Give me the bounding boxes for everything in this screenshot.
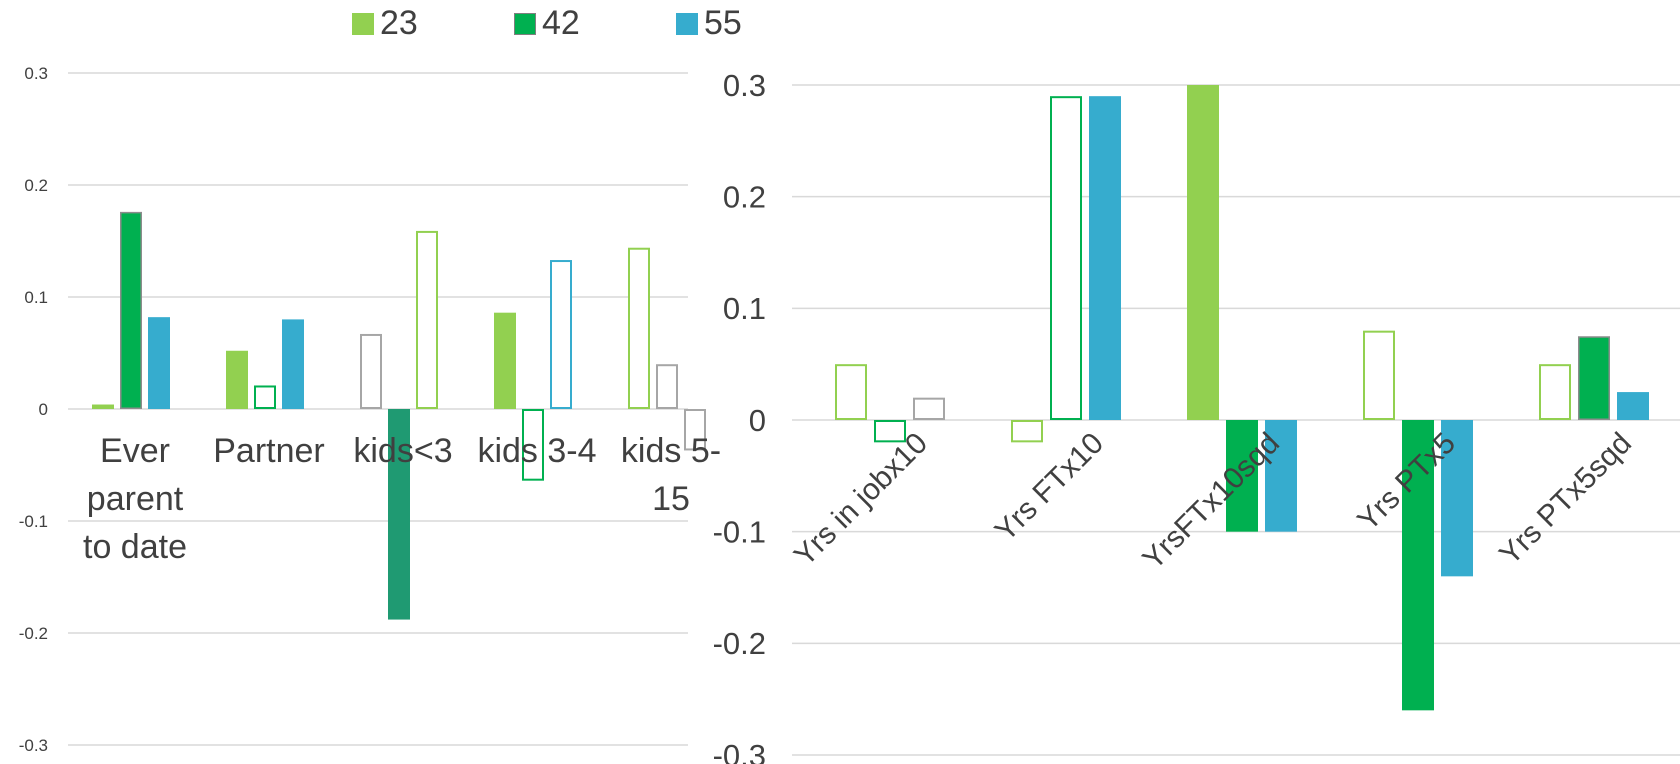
bar-42-4: [522, 409, 544, 481]
bar-55-1: [913, 397, 945, 420]
bar-55-3: [416, 230, 438, 409]
bar-23-5: [1539, 364, 1571, 420]
bar-42-1: [120, 211, 142, 409]
x-tick-label: Yrs FTx10: [989, 427, 1110, 548]
x-tick-label: to date: [83, 528, 187, 566]
bar-42-4: [1402, 420, 1434, 711]
legend-swatch-42: [514, 12, 536, 35]
bar-55-5: [1617, 392, 1649, 420]
y-tick-label: 0.2: [723, 180, 766, 215]
y-tick-label: 0.1: [24, 288, 48, 307]
y-tick-label: -0.1: [713, 515, 766, 550]
bar-23-1: [92, 404, 114, 409]
bar-42-2: [254, 385, 276, 410]
y-tick-label: -0.2: [713, 626, 766, 661]
bar-55-1: [148, 317, 170, 409]
chart-panel-1: 0.3 0.2 0.1 0 -0.1 -0.2 -0.3 Ever parent to date P…: [19, 64, 721, 755]
y-tick-label: 0.1: [723, 291, 766, 326]
bar-55-3: [1265, 420, 1297, 532]
x-tick-label: parent: [87, 480, 184, 518]
y-tick-label: -0.2: [19, 624, 48, 643]
legend-item-55: 55: [676, 4, 838, 43]
legend-swatch-23: [352, 12, 374, 35]
y-tick-label: -0.1: [19, 512, 48, 531]
y-tick-label: -0.3: [19, 736, 48, 755]
bar-42-1: [874, 420, 906, 443]
bar-42-5: [656, 364, 678, 410]
x-tick-label: Yrs in jobx10: [788, 427, 934, 573]
legend-label-55: 55: [704, 4, 742, 42]
bar-42-3: [388, 409, 410, 620]
x-tick-label: kids<3: [353, 432, 452, 470]
bar-23-3: [1187, 85, 1219, 420]
bar-23-5: [628, 247, 650, 409]
y-tick-label: 0.3: [24, 64, 48, 83]
bar-55-4: [550, 260, 572, 410]
x-tick-label: kids 3-4: [477, 432, 596, 470]
bar-55-2: [282, 319, 304, 409]
y-tick-label: 0: [749, 403, 766, 438]
x-tick-label: 15: [652, 480, 690, 518]
bar-42-5: [1578, 336, 1610, 420]
y-tick-label: 0.3: [723, 68, 766, 103]
x-tick-label: Yrs PTx5sqd: [1493, 427, 1638, 572]
chart-panel-2: 0.3 0.2 0.1 0 -0.1 -0.2 -0.3 Yrs in jobx10 Yrs F…: [713, 68, 1680, 764]
y-tick-label: 0: [39, 400, 48, 419]
bar-55-2: [1089, 96, 1121, 421]
legend-item-42: 42: [514, 4, 676, 43]
legend: 23 42 55: [352, 4, 838, 43]
legend-label-42: 42: [542, 4, 580, 42]
x-tick-label: Ever: [100, 432, 170, 470]
legend-label-23: 23: [380, 4, 418, 42]
x-tick-label: kids 5-: [621, 432, 721, 470]
bar-23-3: [360, 333, 382, 409]
bar-42-2: [1050, 96, 1082, 421]
bar-55-4: [1441, 420, 1473, 577]
bar-23-1: [835, 364, 867, 420]
bar-23-2: [226, 350, 248, 409]
bar-23-4: [1363, 330, 1395, 420]
legend-item-23: 23: [352, 4, 514, 43]
y-tick-label: 0.2: [24, 176, 48, 195]
x-tick-label: Partner: [213, 432, 325, 470]
y-tick-label: -0.3: [713, 738, 766, 764]
bar-23-2: [1011, 420, 1043, 443]
legend-swatch-55: [676, 12, 698, 35]
bar-23-4: [494, 312, 516, 409]
bar-55-5: [684, 409, 706, 451]
bar-42-3: [1226, 420, 1258, 532]
x-tick-label: YrsFTx10sqd: [1136, 427, 1285, 576]
